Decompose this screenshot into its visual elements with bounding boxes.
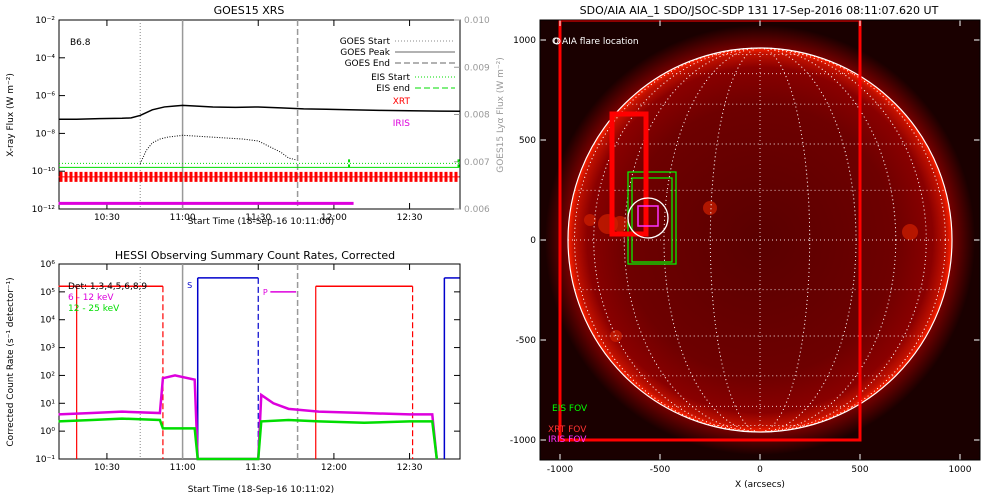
hessi-flag-p: P xyxy=(263,288,268,297)
hessi-y-tick-label: 10⁰ xyxy=(40,427,55,437)
legend-iris-label: IRIS xyxy=(393,119,411,129)
longitude-line xyxy=(623,47,897,433)
aia-image-layer xyxy=(540,20,980,460)
aia-x-tick-label: 500 xyxy=(851,465,868,475)
goes-y-tick-label: 10⁻¹⁰ xyxy=(32,167,56,177)
goes-right-y-tick-label: 0.006 xyxy=(464,205,490,215)
legend-eis-end-label: EIS end xyxy=(376,84,410,94)
goes-y-tick-label: 10⁻¹² xyxy=(32,205,56,215)
hessi-y-tick-label: 10⁵ xyxy=(40,288,55,298)
goes-panel-title: GOES15 XRS xyxy=(214,4,285,17)
hessi-flag-s: S xyxy=(187,281,192,290)
aia-legend: O AIA flare location EIS FOV XRT FOV IRI… xyxy=(548,37,639,445)
xrt-fov-box-large xyxy=(558,20,862,442)
hessi-6-12kev-curve xyxy=(58,374,439,461)
goes-right-y-tick-label: 0.008 xyxy=(464,111,490,121)
hessi-x-tick-label: 11:00 xyxy=(170,463,196,473)
hessi-plot-frame xyxy=(58,263,461,460)
aia-x-axis-label: X (arcsecs) xyxy=(735,480,785,490)
aia-x-tick-label: 0 xyxy=(757,465,763,475)
goes-x-tick-label: 10:30 xyxy=(94,213,120,223)
flare-location-circle xyxy=(627,197,669,239)
hessi-plot-content: 10:30 11:00 11:30 12:00 12:30 10⁻¹ 10⁰ 10¹ 10² 10… xyxy=(35,260,460,473)
legend-band-6-12: 6 - 12 keV xyxy=(68,293,114,303)
active-region xyxy=(584,214,596,226)
hessi-y-tick-label: 10⁻¹ xyxy=(35,455,55,465)
legend-xrt-fov: XRT FOV xyxy=(548,425,587,435)
legend-flare-location: O AIA flare location xyxy=(552,37,639,47)
legend-iris-fov: IRIS FOV xyxy=(548,435,587,445)
aia-y-tick-label: -1000 xyxy=(510,436,536,446)
hessi-y-tick-label: 10² xyxy=(40,371,55,381)
solar-limb xyxy=(567,47,953,433)
legend-detectors: Det: 1,3,4,5,6,8,9 xyxy=(68,282,147,292)
goes-right-y-tick-label: 0.010 xyxy=(464,16,490,26)
legend-xrt-label: XRT xyxy=(393,97,411,107)
goes-long-curve xyxy=(58,104,460,120)
aia-x-tick-label: 1000 xyxy=(949,465,972,475)
legend-eis-fov: EIS FOV xyxy=(552,404,588,414)
goes-plot-content: 10:30 11:00 11:30 12:00 12:30 10⁻¹² 10⁻¹⁰ 10⁻⁸ 1… xyxy=(32,16,490,223)
goes-right-axis-label: GOES15 Lyα Flux (W m⁻²) xyxy=(496,57,506,173)
hessi-x-tick-label: 11:30 xyxy=(245,463,271,473)
hessi-12-25kev-curve xyxy=(58,417,439,461)
goes-y-tick-label: 10⁻² xyxy=(35,16,55,26)
goes-x-tick-label: 12:00 xyxy=(321,213,347,223)
goes-xrs-panel: GOES15 XRS 10:30 11:00 11:30 12:00 12:30 10⁻¹… xyxy=(6,4,506,227)
legend-goes-start-label: GOES Start xyxy=(340,37,391,47)
aia-panel-title: SDO/AIA AIA_1 SDO/JSOC-SDP 131 17-Sep-20… xyxy=(580,4,939,17)
legend-band-12-25: 12 - 25 keV xyxy=(68,304,120,314)
aia-y-tick-label: 500 xyxy=(519,136,536,146)
goes-x-axis-label: Start Time (18-Sep-16 10:11:00) xyxy=(188,217,334,227)
hessi-legend: Det: 1,3,4,5,6,8,9 6 - 12 keV 12 - 25 ke… xyxy=(68,282,147,314)
eis-fov-box-inner xyxy=(631,177,673,263)
iris-fov-box xyxy=(637,205,659,227)
aia-x-tick-label: -500 xyxy=(650,465,671,475)
aia-plot-frame xyxy=(539,19,981,461)
goes-x-tick-label: 12:30 xyxy=(397,213,423,223)
hessi-y-axis-label: Corrected Count Rate (s⁻¹ detector⁻¹) xyxy=(6,277,16,446)
goes-y-tick-label: 10⁻⁸ xyxy=(35,129,55,139)
hessi-x-axis-label: Start Time (18-Sep-16 10:11:02) xyxy=(188,485,334,495)
goes-y-tick-label: 10⁻⁴ xyxy=(35,54,55,64)
hessi-x-tick-label: 12:30 xyxy=(397,463,423,473)
hessi-y-tick-label: 10⁶ xyxy=(40,260,55,270)
goes-y-tick-label: 10⁻⁶ xyxy=(35,92,55,102)
xrt-fov-box-small xyxy=(609,111,649,237)
hessi-y-tick-label: 10⁴ xyxy=(40,316,55,326)
active-region xyxy=(703,201,717,215)
legend-eis-start-label: EIS Start xyxy=(371,73,410,83)
hessi-x-tick-label: 10:30 xyxy=(94,463,120,473)
aia-y-tick-label: 0 xyxy=(530,236,536,246)
goes-short-curve xyxy=(139,134,297,164)
hessi-y-tick-label: 10³ xyxy=(40,344,55,354)
legend-goes-end-label: GOES End xyxy=(345,59,390,69)
aia-image-panel: SDO/AIA AIA_1 SDO/JSOC-SDP 131 17-Sep-20… xyxy=(510,4,981,490)
goes-class-label: B6.8 xyxy=(70,38,91,48)
goes-y-axis-label: X-ray Flux (W m⁻²) xyxy=(6,73,16,157)
hessi-panel: HESSI Observing Summary Count Rates, Cor… xyxy=(6,249,461,495)
goes-x-tick-label: 11:00 xyxy=(170,213,196,223)
aia-x-tick-label: -1000 xyxy=(547,465,573,475)
aia-y-tick-label: 1000 xyxy=(513,36,536,46)
hessi-panel-title: HESSI Observing Summary Count Rates, Cor… xyxy=(115,249,395,262)
flare-location-marker-icon xyxy=(553,37,561,45)
active-region xyxy=(612,216,628,232)
goes-x-tick-label: 11:30 xyxy=(245,213,271,223)
active-region xyxy=(610,330,622,342)
aia-image-content: -1000 -500 0 500 1000 -1000 -500 0 500 1000 xyxy=(510,20,980,475)
goes-right-y-tick-label: 0.007 xyxy=(464,158,490,168)
goes-legend: GOES Start GOES Peak GOES End EIS Start … xyxy=(340,37,455,129)
active-region xyxy=(902,224,918,240)
hessi-x-tick-label: 12:00 xyxy=(321,463,347,473)
hessi-y-tick-label: 10¹ xyxy=(40,399,55,409)
aia-y-tick-label: -500 xyxy=(516,336,537,346)
goes-right-y-tick-label: 0.009 xyxy=(464,63,490,73)
legend-goes-peak-label: GOES Peak xyxy=(340,48,390,58)
